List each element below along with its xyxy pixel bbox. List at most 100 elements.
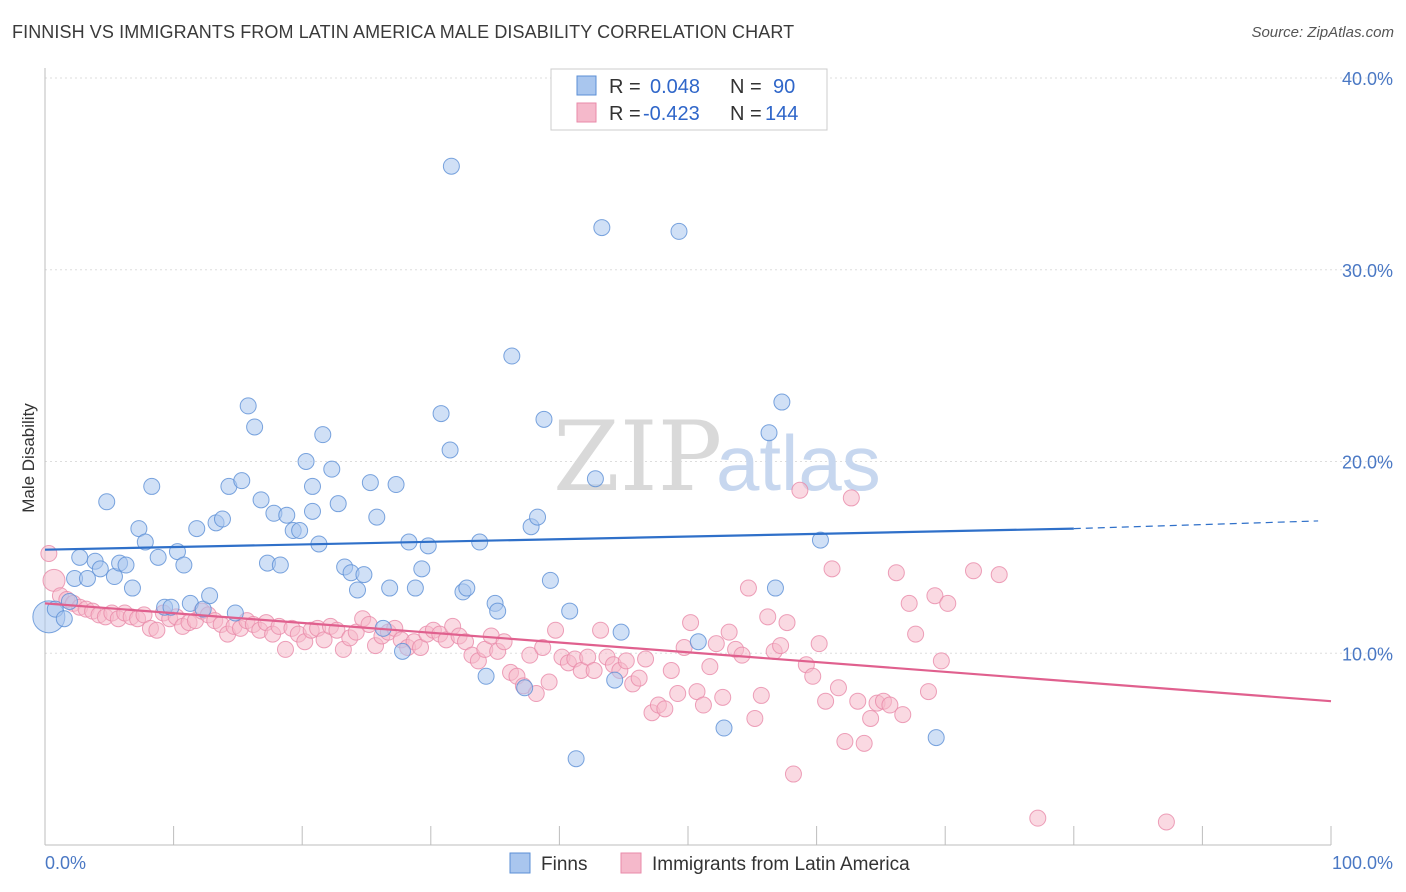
- watermark: ZIP atlas: [553, 401, 881, 513]
- latin-point: [701, 658, 719, 676]
- data-points: [32, 157, 1175, 831]
- finns-point: [355, 566, 373, 584]
- finns-point: [162, 598, 180, 616]
- finns-point: [811, 531, 829, 549]
- finns-point: [368, 508, 386, 526]
- latin-point: [817, 692, 835, 710]
- finns-point: [516, 679, 534, 697]
- finns-point: [529, 508, 547, 526]
- latin-trend-line: [44, 602, 1332, 703]
- finns-point: [715, 719, 733, 737]
- finns-point: [612, 623, 630, 641]
- finns-trend-line: [44, 527, 1074, 551]
- finns-point: [201, 587, 219, 605]
- latin-point: [907, 625, 925, 643]
- bottom-legend-label-finns: Finns: [541, 854, 587, 875]
- finns-trend-extension: [1073, 520, 1319, 530]
- bottom-legend-swatch-latin: [620, 852, 642, 874]
- finns-point: [239, 397, 257, 415]
- latin-point: [804, 667, 822, 685]
- finns-point: [413, 560, 431, 578]
- legend-swatch-finns: [576, 75, 597, 96]
- latin-point: [630, 669, 648, 687]
- latin-point: [360, 615, 378, 633]
- latin-point: [669, 685, 687, 703]
- latin-point: [40, 545, 58, 563]
- latin-point: [810, 635, 828, 653]
- finns-point: [406, 579, 424, 597]
- latin-point: [682, 614, 700, 632]
- finns-point: [213, 510, 231, 528]
- finns-point: [394, 642, 412, 660]
- finns-point: [297, 453, 315, 470]
- latin-point: [495, 633, 513, 651]
- y-tick-label: 10.0%: [1342, 644, 1393, 664]
- latin-point: [823, 560, 841, 578]
- finns-point: [593, 219, 611, 237]
- finns-point: [381, 579, 399, 597]
- finns-point: [55, 610, 73, 628]
- latin-point: [919, 683, 937, 701]
- chart-title: FINNISH VS IMMIGRANTS FROM LATIN AMERICA…: [12, 22, 795, 42]
- latin-point: [939, 594, 957, 612]
- finns-point: [535, 410, 553, 428]
- latin-point: [1157, 813, 1175, 831]
- finns-point: [314, 426, 332, 444]
- legend-n-label-finns: N =: [730, 76, 762, 98]
- y-tick-label: 20.0%: [1342, 453, 1393, 473]
- latin-point: [746, 709, 764, 727]
- legend-r-value-latin: -0.423: [643, 103, 700, 125]
- finns-point: [136, 533, 154, 551]
- finns-point: [143, 477, 161, 495]
- latin-point: [592, 621, 610, 639]
- chart-source: Source: ZipAtlas.com: [1251, 24, 1394, 41]
- latin-point: [534, 638, 552, 656]
- finns-point: [175, 556, 193, 574]
- latin-point: [540, 673, 558, 691]
- latin-point: [656, 700, 674, 718]
- finns-point: [586, 470, 604, 488]
- y-tick-label: 30.0%: [1342, 261, 1393, 281]
- finns-point: [188, 520, 206, 538]
- latin-point: [148, 621, 166, 639]
- latin-point: [926, 587, 944, 605]
- finns-point: [442, 157, 460, 175]
- finns-point: [419, 537, 437, 555]
- finns-point: [503, 347, 521, 365]
- latin-point: [900, 594, 918, 612]
- x-tick-label: 0.0%: [45, 853, 86, 873]
- latin-point: [585, 662, 603, 680]
- latin-point: [521, 646, 539, 664]
- finns-point: [233, 472, 251, 490]
- finns-point: [60, 592, 78, 610]
- finns-point: [670, 222, 688, 240]
- finns-point: [760, 424, 778, 442]
- latin-point: [855, 734, 873, 752]
- latin-point: [772, 637, 790, 655]
- y-axis-title: Male Disability: [19, 403, 38, 513]
- finns-point: [71, 548, 89, 566]
- finns-point: [432, 405, 450, 423]
- latin-point: [842, 489, 860, 507]
- latin-point: [836, 732, 854, 750]
- latin-point: [990, 566, 1008, 584]
- trend-lines: [44, 520, 1332, 703]
- tick-labels: 10.0% 20.0% 30.0% 40.0% 0.0% 100.0%: [45, 69, 1393, 873]
- finns-point: [252, 491, 270, 509]
- finns-point: [271, 556, 289, 574]
- finns-point: [477, 667, 495, 685]
- legend-n-value-latin: 144: [765, 103, 798, 125]
- series-legend: Finns Immigrants from Latin America: [509, 852, 910, 875]
- legend-n-label-latin: N =: [730, 103, 762, 125]
- latin-point: [784, 765, 802, 783]
- latin-point: [964, 562, 982, 580]
- finns-point: [91, 560, 109, 578]
- legend-r-label-finns: R =: [609, 76, 641, 98]
- latin-point: [791, 481, 809, 499]
- latin-point: [881, 696, 899, 714]
- latin-point: [894, 706, 912, 724]
- finns-point: [329, 495, 347, 513]
- latin-point: [739, 579, 757, 597]
- finns-point: [78, 569, 96, 587]
